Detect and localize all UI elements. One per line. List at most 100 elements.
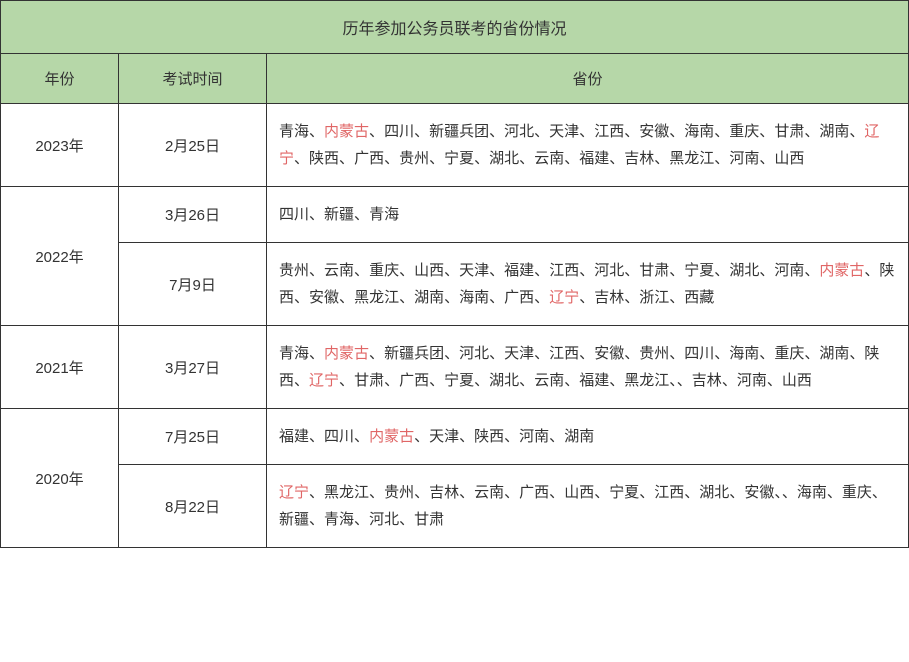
province: 天津	[504, 345, 534, 362]
subrows: 3月26日四川、新疆、青海7月9日贵州、云南、重庆、山西、天津、福建、江西、河北…	[119, 187, 908, 325]
province: 吉林	[429, 484, 459, 501]
province: 青海	[324, 511, 354, 528]
province: 安徽	[639, 123, 669, 140]
province: 宁夏	[684, 262, 714, 279]
province: 湖南	[819, 123, 849, 140]
province: 黑龙江	[669, 150, 714, 167]
cell-date: 3月27日	[119, 326, 267, 408]
province: 海南	[459, 289, 489, 306]
subrow: 7月9日贵州、云南、重庆、山西、天津、福建、江西、河北、甘肃、宁夏、湖北、河南、…	[119, 243, 908, 325]
subrow: 3月27日青海、内蒙古、新疆兵团、河北、天津、江西、安徽、贵州、四川、海南、重庆…	[119, 326, 908, 408]
province: 江西	[594, 123, 624, 140]
table-header-row: 年份 考试时间 省份	[1, 54, 908, 104]
cell-date: 8月22日	[119, 465, 267, 547]
province: 海南	[797, 484, 827, 501]
province: 江西	[549, 345, 579, 362]
province: 湖北	[729, 262, 759, 279]
province: 吉林	[692, 372, 722, 389]
cell-date: 2月25日	[119, 104, 267, 186]
cell-date: 7月25日	[119, 409, 267, 464]
province: 贵州	[399, 150, 429, 167]
province: 安徽	[309, 289, 339, 306]
province: 宁夏	[609, 484, 639, 501]
province: 天津	[429, 428, 459, 445]
province: 湖南	[819, 345, 849, 362]
province: 福建	[504, 262, 534, 279]
province: 黑龙江	[624, 372, 669, 389]
table-title: 历年参加公务员联考的省份情况	[1, 1, 908, 54]
province: 四川	[324, 428, 354, 445]
province: 河南	[774, 262, 804, 279]
province: 新疆	[324, 206, 354, 223]
province: 西藏	[684, 289, 714, 306]
subrow: 3月26日四川、新疆、青海	[119, 187, 908, 243]
cell-date: 7月9日	[119, 243, 267, 325]
province: 内蒙古	[819, 262, 864, 279]
province: 福建	[579, 150, 609, 167]
province: 云南	[534, 150, 564, 167]
province: 湖北	[489, 372, 519, 389]
province: 青海	[279, 345, 309, 362]
province: 贵州	[279, 262, 309, 279]
province: 陕西	[309, 150, 339, 167]
province: 云南	[474, 484, 504, 501]
province: 天津	[549, 123, 579, 140]
province: 海南	[729, 345, 759, 362]
province: 内蒙古	[324, 123, 369, 140]
province: 湖南	[414, 289, 444, 306]
province: 福建	[579, 372, 609, 389]
subrow: 2月25日青海、内蒙古、四川、新疆兵团、河北、天津、江西、安徽、海南、重庆、甘肃…	[119, 104, 908, 186]
province: 重庆	[369, 262, 399, 279]
subrow: 7月25日福建、四川、内蒙古、天津、陕西、河南、湖南	[119, 409, 908, 465]
province: 新疆兵团	[384, 345, 444, 362]
province: 山西	[782, 372, 812, 389]
province: 四川	[684, 345, 714, 362]
province: 内蒙古	[369, 428, 414, 445]
cell-provinces: 贵州、云南、重庆、山西、天津、福建、江西、河北、甘肃、宁夏、湖北、河南、内蒙古、…	[267, 243, 908, 325]
province: 河南	[519, 428, 549, 445]
province: 广西	[519, 484, 549, 501]
province: 四川	[279, 206, 309, 223]
province: 广西	[399, 372, 429, 389]
province: 陕西	[474, 428, 504, 445]
cell-year: 2021年	[1, 326, 119, 408]
province: 山西	[774, 150, 804, 167]
province: 安徽	[594, 345, 624, 362]
cell-provinces: 青海、内蒙古、新疆兵团、河北、天津、江西、安徽、贵州、四川、海南、重庆、湖南、陕…	[267, 326, 908, 408]
province: 浙江	[639, 289, 669, 306]
province: 福建	[279, 428, 309, 445]
province: 甘肃	[414, 511, 444, 528]
province: 湖南	[564, 428, 594, 445]
cell-date: 3月26日	[119, 187, 267, 242]
province: 安徽	[744, 484, 774, 501]
province: 青海	[369, 206, 399, 223]
province: 湖北	[699, 484, 729, 501]
table-row: 2020年7月25日福建、四川、内蒙古、天津、陕西、河南、湖南8月22日辽宁、黑…	[1, 409, 908, 547]
province: 山西	[564, 484, 594, 501]
province: 吉林	[624, 150, 654, 167]
province: 江西	[654, 484, 684, 501]
province: 重庆	[842, 484, 872, 501]
province: 甘肃	[354, 372, 384, 389]
province: 云南	[534, 372, 564, 389]
header-date: 考试时间	[119, 54, 267, 103]
province: 云南	[324, 262, 354, 279]
province: 内蒙古	[324, 345, 369, 362]
cell-provinces: 四川、新疆、青海	[267, 187, 908, 242]
province: 黑龙江	[324, 484, 369, 501]
province: 新疆兵团	[429, 123, 489, 140]
header-provinces: 省份	[267, 54, 908, 103]
province: 贵州	[639, 345, 669, 362]
province: 湖北	[489, 150, 519, 167]
province: 青海	[279, 123, 309, 140]
province: 河北	[594, 262, 624, 279]
province: 宁夏	[444, 372, 474, 389]
province: 广西	[354, 150, 384, 167]
cell-year: 2020年	[1, 409, 119, 547]
exam-provinces-table: 历年参加公务员联考的省份情况 年份 考试时间 省份 2023年2月25日青海、内…	[0, 0, 909, 548]
province: 甘肃	[774, 123, 804, 140]
cell-year: 2023年	[1, 104, 119, 186]
province: 重庆	[774, 345, 804, 362]
subrows: 2月25日青海、内蒙古、四川、新疆兵团、河北、天津、江西、安徽、海南、重庆、甘肃…	[119, 104, 908, 186]
province: 天津	[459, 262, 489, 279]
